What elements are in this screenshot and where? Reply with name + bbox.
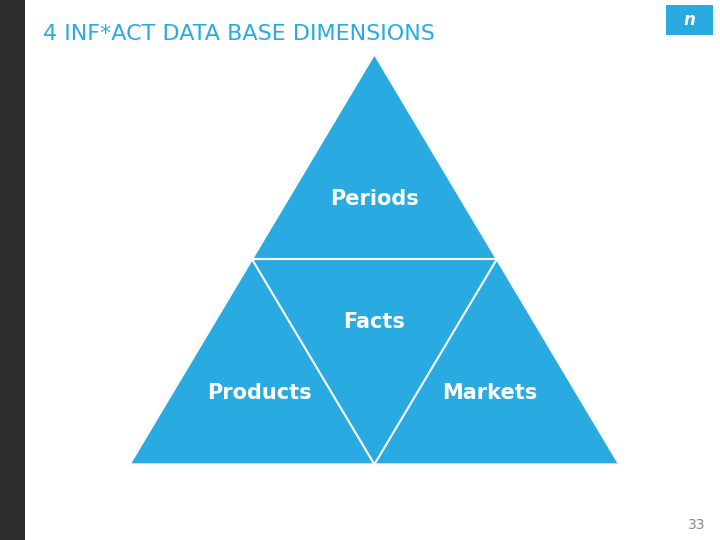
Bar <box>0 0 25 540</box>
Text: Markets: Markets <box>442 383 537 403</box>
Polygon shape <box>252 54 497 259</box>
Polygon shape <box>252 259 497 464</box>
Text: Periods: Periods <box>330 189 419 209</box>
Text: n: n <box>683 11 696 29</box>
FancyBboxPatch shape <box>666 5 713 35</box>
Text: Products: Products <box>207 383 312 403</box>
Polygon shape <box>130 259 374 464</box>
Polygon shape <box>374 259 619 464</box>
Text: Facts: Facts <box>343 312 405 332</box>
Text: 33: 33 <box>688 518 706 532</box>
Text: 4 INF*ACT DATA BASE DIMENSIONS: 4 INF*ACT DATA BASE DIMENSIONS <box>43 24 435 44</box>
